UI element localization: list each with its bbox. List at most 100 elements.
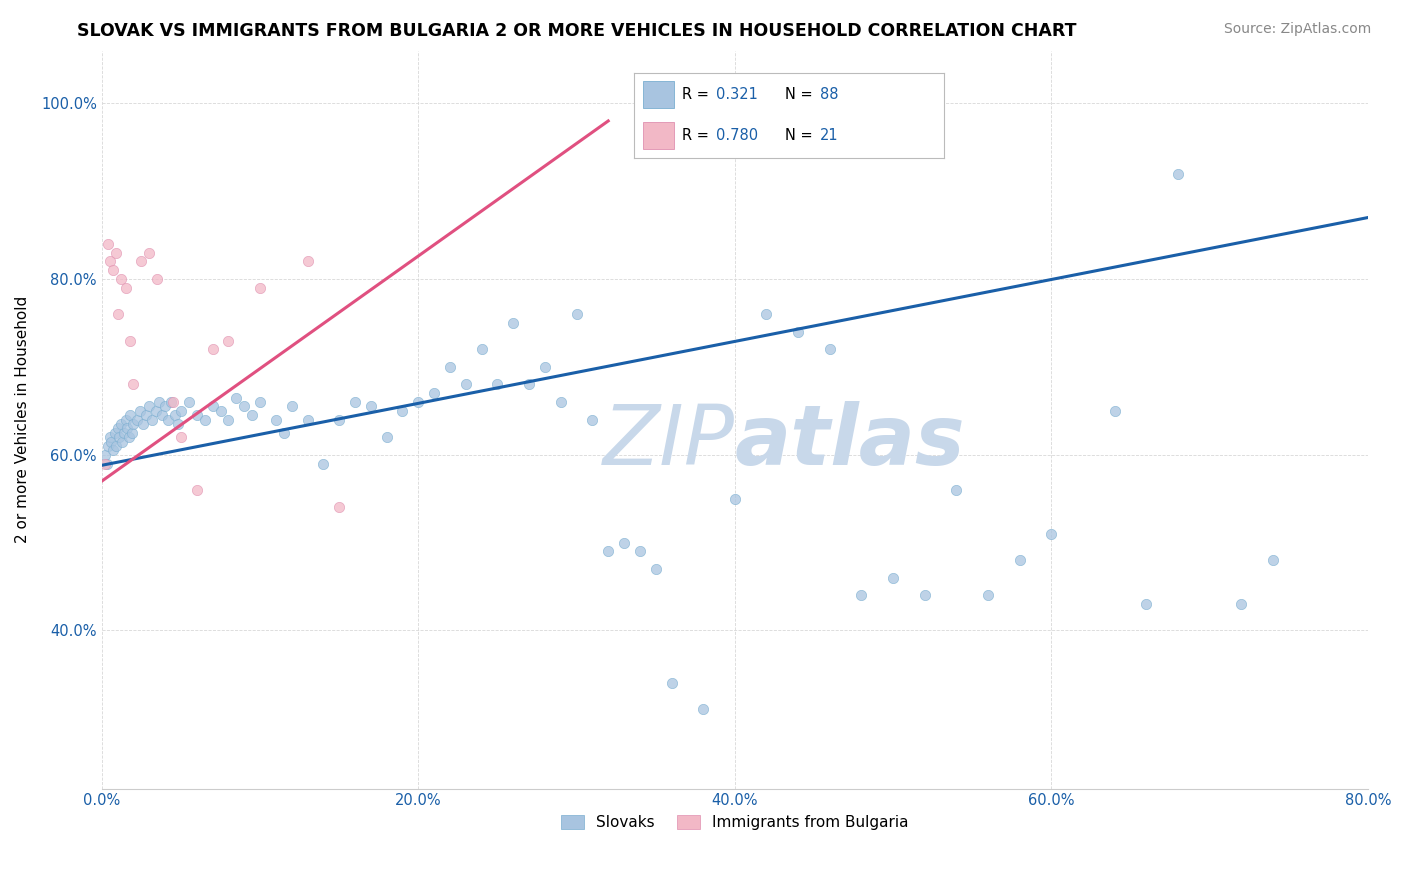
Point: [423, 386, 446, 401]
Point: [100, 434, 122, 449]
Point: [131, 254, 153, 268]
Point: [121, 425, 143, 440]
Point: [132, 417, 155, 431]
Point: [101, 443, 124, 458]
Point: [217, 412, 239, 426]
Point: [160, 395, 183, 409]
Point: [128, 404, 150, 418]
Point: [107, 307, 129, 321]
Point: [225, 391, 247, 405]
Point: [297, 412, 319, 426]
Point: [150, 408, 173, 422]
Point: [194, 412, 217, 426]
Point: [661, 676, 683, 690]
Point: [108, 430, 131, 444]
Point: [125, 412, 148, 426]
Point: [177, 395, 200, 409]
Point: [209, 404, 232, 418]
Point: [360, 400, 382, 414]
Point: [105, 245, 128, 260]
Point: [1040, 526, 1063, 541]
Point: [1104, 404, 1126, 418]
Point: [1135, 597, 1157, 611]
Point: [264, 412, 287, 426]
Point: [882, 571, 904, 585]
Point: [240, 408, 263, 422]
Point: [122, 377, 145, 392]
Point: [148, 395, 170, 409]
Point: [163, 408, 186, 422]
Point: [273, 425, 295, 440]
Point: [517, 377, 540, 392]
Point: [217, 334, 239, 348]
Point: [280, 400, 302, 414]
Text: Source: ZipAtlas.com: Source: ZipAtlas.com: [1223, 22, 1371, 37]
Point: [1008, 553, 1031, 567]
Point: [186, 483, 208, 497]
Point: [138, 400, 160, 414]
Point: [94, 448, 117, 462]
Point: [114, 412, 136, 426]
Point: [644, 562, 666, 576]
Legend: Slovaks, Immigrants from Bulgaria: Slovaks, Immigrants from Bulgaria: [554, 809, 915, 836]
Point: [98, 254, 121, 268]
Point: [96, 457, 118, 471]
Point: [97, 236, 120, 251]
Point: [138, 245, 160, 260]
Point: [534, 359, 557, 374]
Point: [344, 395, 367, 409]
Point: [98, 430, 121, 444]
Point: [249, 395, 271, 409]
Text: SLOVAK VS IMMIGRANTS FROM BULGARIA 2 OR MORE VEHICLES IN HOUSEHOLD CORRELATION C: SLOVAK VS IMMIGRANTS FROM BULGARIA 2 OR …: [77, 22, 1077, 40]
Point: [114, 281, 136, 295]
Point: [115, 421, 138, 435]
Point: [166, 417, 188, 431]
Point: [120, 408, 142, 422]
Point: [107, 421, 129, 435]
Point: [914, 588, 936, 602]
Point: [97, 439, 120, 453]
Point: [328, 500, 350, 515]
Point: [118, 430, 141, 444]
Point: [818, 343, 841, 357]
Point: [146, 272, 169, 286]
Point: [550, 395, 572, 409]
Point: [439, 359, 461, 374]
Point: [375, 430, 398, 444]
Point: [391, 404, 413, 418]
Point: [628, 544, 651, 558]
Point: [120, 334, 142, 348]
Point: [692, 702, 714, 716]
Point: [111, 434, 134, 449]
Point: [1261, 553, 1284, 567]
Point: [170, 430, 193, 444]
Point: [162, 395, 184, 409]
Point: [233, 400, 256, 414]
Point: [945, 483, 967, 497]
Y-axis label: 2 or more Vehicles in Household: 2 or more Vehicles in Household: [15, 296, 30, 543]
Point: [201, 400, 224, 414]
Point: [598, 544, 620, 558]
Point: [94, 457, 117, 471]
Point: [1167, 167, 1189, 181]
Point: [153, 400, 176, 414]
Point: [486, 377, 509, 392]
Point: [103, 425, 125, 440]
Point: [851, 588, 873, 602]
Point: [297, 254, 319, 268]
Point: [408, 395, 430, 409]
Point: [977, 588, 1000, 602]
Point: [186, 408, 208, 422]
Point: [110, 272, 132, 286]
Point: [135, 408, 157, 422]
Point: [755, 307, 778, 321]
Point: [565, 307, 588, 321]
Point: [141, 412, 163, 426]
Text: ZIP: ZIP: [603, 401, 735, 483]
Point: [145, 404, 167, 418]
Point: [1230, 597, 1253, 611]
Point: [110, 417, 132, 431]
Point: [157, 412, 180, 426]
Text: atlas: atlas: [735, 401, 966, 483]
Point: [328, 412, 350, 426]
